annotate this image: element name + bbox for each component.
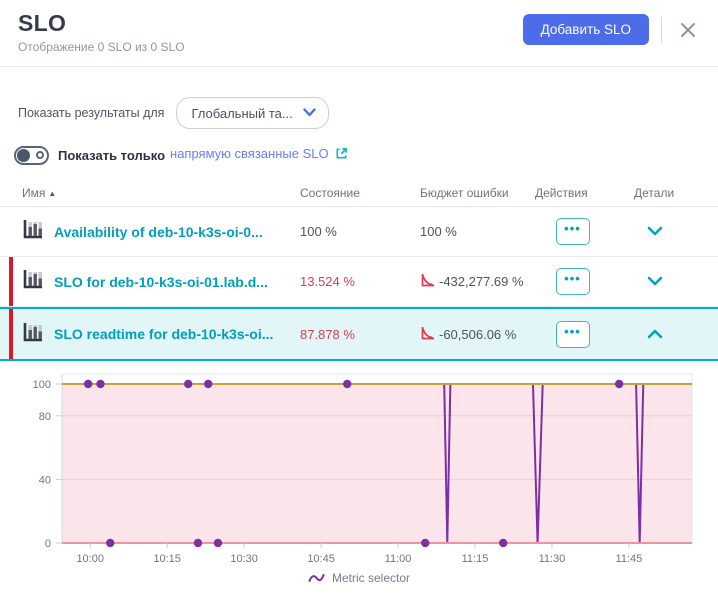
- more-actions-button[interactable]: •••: [555, 218, 590, 245]
- slo-details-cell: [610, 270, 700, 293]
- slo-name: SLO for deb-10-k3s-oi-01.lab.d...: [54, 273, 268, 290]
- svg-text:11:15: 11:15: [462, 553, 489, 565]
- column-header-budget: Бюджет ошибки: [420, 185, 509, 200]
- filter-label: Показать результаты для: [18, 106, 165, 120]
- table-row[interactable]: Availability of deb-10-k3s-oi-0... 100 %…: [0, 207, 718, 257]
- svg-text:10:00: 10:00: [76, 553, 104, 565]
- slo-actions-cell: •••: [535, 320, 610, 348]
- expand-row-button[interactable]: [643, 220, 667, 243]
- header-actions: Добавить SLO: [522, 14, 702, 45]
- metric-line-icon: [308, 572, 325, 584]
- slo-budget-value: 100 %: [420, 224, 535, 239]
- slo-name-cell: Availability of deb-10-k3s-oi-0...: [18, 218, 300, 245]
- add-slo-button[interactable]: Добавить SLO: [522, 14, 649, 45]
- slo-table: Имя ▲ Состояние Бюджет ошибки Действия Де…: [0, 179, 718, 361]
- slo-budget-value: -60,506.06 %: [420, 325, 535, 344]
- svg-text:10:30: 10:30: [230, 553, 258, 565]
- svg-text:11:00: 11:00: [385, 553, 412, 565]
- chart-legend-item[interactable]: Metric selector: [0, 571, 718, 585]
- scope-dropdown[interactable]: Глобальный та...: [176, 97, 329, 129]
- page-title: SLO: [18, 10, 67, 36]
- close-button[interactable]: [674, 20, 702, 40]
- chevron-down-icon: [647, 274, 663, 289]
- more-actions-button[interactable]: •••: [555, 320, 590, 348]
- table-row[interactable]: SLO for deb-10-k3s-oi-01.lab.d... 13.524…: [0, 257, 718, 307]
- alert-indicator-bar: [9, 257, 13, 306]
- slo-state-value: 13.524 %: [300, 274, 355, 289]
- slo-name-cell: SLO for deb-10-k3s-oi-01.lab.d...: [18, 268, 300, 295]
- close-icon: [680, 22, 696, 38]
- svg-text:80: 80: [39, 411, 51, 423]
- burn-down-icon: [420, 325, 436, 344]
- related-slo-link-wrap: напрямую связанные SLO: [170, 145, 348, 165]
- column-header-actions: Действия: [535, 185, 588, 200]
- column-header-details: Детали: [634, 185, 675, 200]
- filter-row: Показать результаты для Глобальный та...: [18, 97, 700, 129]
- svg-text:0: 0: [45, 538, 51, 550]
- slo-actions-cell: •••: [535, 268, 610, 295]
- svg-text:100: 100: [33, 379, 51, 391]
- toggle-ring-icon: [36, 151, 44, 159]
- collapse-row-button[interactable]: [643, 323, 667, 346]
- slo-name: SLO readtime for deb-10-k3s-oi...: [54, 326, 274, 342]
- slo-chart-icon: [22, 218, 44, 245]
- burn-down-icon: [420, 272, 436, 291]
- scope-dropdown-value: Глобальный та...: [191, 105, 293, 121]
- page-subtitle: Отображение 0 SLO из 0 SLO: [18, 40, 185, 54]
- sort-asc-icon: ▲: [48, 188, 57, 198]
- column-header-state: Состояние: [300, 185, 360, 200]
- slo-budget-value: -432,277.69 %: [420, 272, 535, 291]
- slo-detail-chart: 100 80 40 0 10:00 10:15 10:30 10:45 11:00 11:15 11…: [33, 373, 693, 565]
- column-header-name-label: Имя: [22, 185, 46, 200]
- toggle-knob-icon: [17, 148, 30, 162]
- chevron-down-icon: [303, 104, 316, 122]
- slo-name: Availability of deb-10-k3s-oi-0...: [54, 223, 263, 240]
- budget-text: -432,277.69 %: [439, 274, 524, 289]
- slo-name-cell: SLO readtime for deb-10-k3s-oi...: [18, 321, 300, 348]
- svg-text:11:30: 11:30: [539, 553, 566, 565]
- panel-header: SLO Отображение 0 SLO из 0 SLO Добавить …: [0, 0, 718, 67]
- show-only-toggle[interactable]: [14, 145, 49, 165]
- svg-text:10:45: 10:45: [307, 553, 335, 565]
- slo-chart-icon: [22, 268, 44, 295]
- table-row[interactable]: SLO readtime for deb-10-k3s-oi... 87.878…: [0, 307, 718, 361]
- more-actions-button[interactable]: •••: [555, 268, 590, 295]
- alert-indicator-bar: [9, 309, 13, 359]
- header-divider: [661, 16, 662, 43]
- slo-chart-icon: [22, 321, 44, 348]
- slo-details-cell: [610, 323, 700, 346]
- related-slo-link[interactable]: напрямую связанные SLO: [170, 146, 329, 161]
- column-header-name[interactable]: Имя ▲: [18, 186, 300, 200]
- svg-text:11:45: 11:45: [616, 553, 643, 565]
- external-link-icon: [335, 147, 348, 164]
- slo-detail-chart-wrap: 100 80 40 0 10:00 10:15 10:30 10:45 11:00 11:15 11…: [0, 365, 718, 585]
- slo-details-cell: [610, 220, 700, 243]
- budget-text: -60,506.06 %: [439, 326, 517, 342]
- toggle-label: Показать только: [58, 147, 166, 163]
- slo-actions-cell: •••: [535, 218, 610, 245]
- expand-row-button[interactable]: [643, 270, 667, 293]
- table-header-row: Имя ▲ Состояние Бюджет ошибки Действия Де…: [0, 179, 718, 207]
- svg-text:40: 40: [39, 474, 51, 486]
- legend-label: Metric selector: [331, 571, 411, 585]
- title-block: SLO Отображение 0 SLO из 0 SLO: [18, 10, 185, 54]
- chevron-down-icon: [647, 224, 663, 239]
- chevron-up-icon: [647, 327, 663, 342]
- budget-text: 100 %: [420, 224, 457, 239]
- slo-state-value: 87.878 %: [300, 326, 355, 342]
- slo-state-value: 100 %: [300, 224, 337, 239]
- svg-text:10:15: 10:15: [153, 553, 181, 565]
- related-slo-filter: Показать только напрямую связанные SLO: [14, 145, 700, 165]
